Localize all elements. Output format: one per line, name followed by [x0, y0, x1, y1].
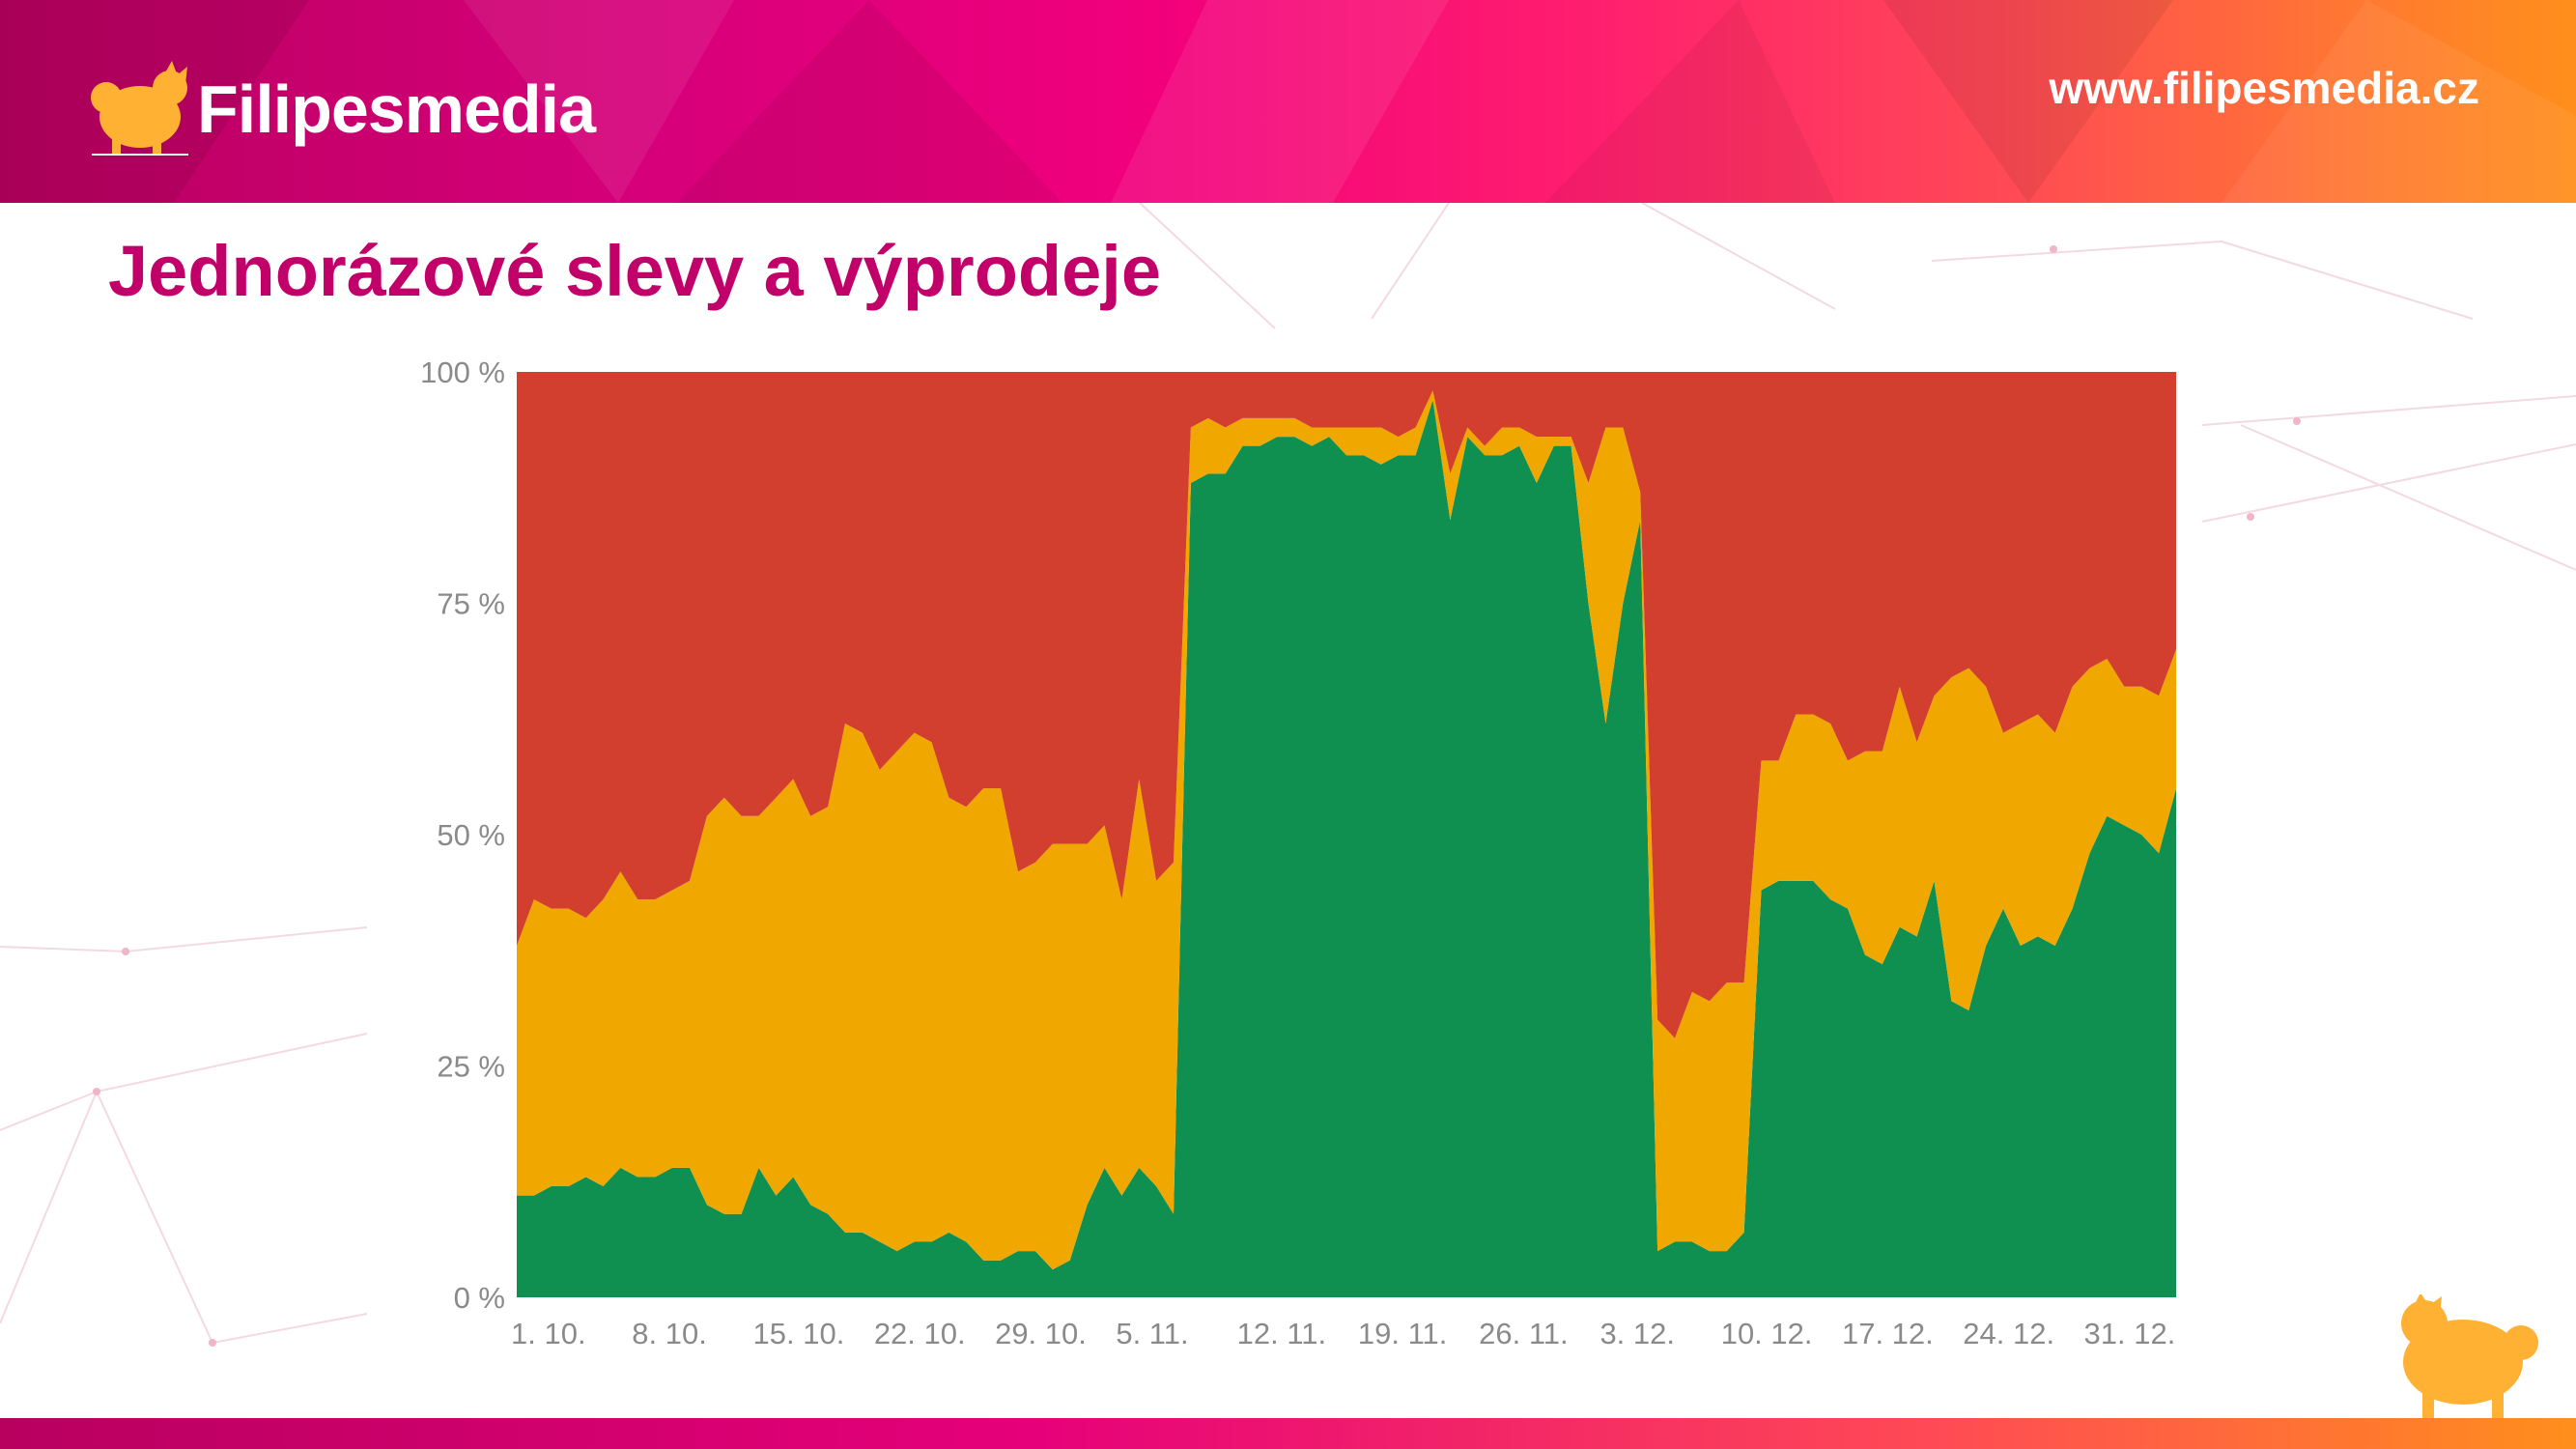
y-tick-label: 25 %	[437, 1050, 505, 1084]
dog-mascot-icon	[2401, 1294, 2538, 1418]
x-tick-label: 24. 12.	[1963, 1317, 2054, 1350]
x-tick-label: 26. 11.	[1479, 1317, 1569, 1350]
y-tick-label: 0 %	[454, 1281, 505, 1315]
x-tick-label: 1. 10.	[511, 1317, 586, 1350]
y-tick-label: 75 %	[437, 587, 505, 621]
header-banner: Filipesmedia www.filipesmedia.cz	[0, 0, 2576, 203]
area-series-1	[517, 390, 2176, 1270]
page-title: Jednorázové slevy a výprodeje	[108, 231, 1161, 311]
chart-areas	[517, 372, 2176, 1297]
stacked-area-chart: 0 % 25 % 50 % 75 % 100 % 1. 10. 8. 10. 15. 10.…	[420, 355, 2176, 1350]
site-url-link[interactable]: www.filipesmedia.cz	[2049, 63, 2479, 113]
logo-text: Filipesmedia	[197, 71, 596, 147]
dog-logo-icon	[91, 61, 188, 156]
y-tick-label: 100 %	[420, 355, 505, 389]
x-tick-label: 3. 12.	[1599, 1317, 1675, 1350]
area-series-0	[517, 399, 2176, 1297]
x-tick-label: 10. 12.	[1721, 1317, 1813, 1350]
x-tick-label: 17. 12.	[1842, 1317, 1934, 1350]
y-tick-label: 50 %	[437, 818, 505, 852]
footer-bar	[0, 1418, 2576, 1449]
y-axis-ticks: 0 % 25 % 50 % 75 % 100 %	[420, 355, 505, 1315]
x-axis-ticks: 1. 10. 8. 10. 15. 10. 22. 10. 29. 10. 5. 11. 1…	[511, 1317, 2175, 1350]
background-lines	[0, 203, 2576, 1347]
area-series-2	[517, 372, 2176, 1038]
x-tick-label: 19. 11.	[1358, 1317, 1448, 1350]
x-tick-label: 15. 10.	[753, 1317, 845, 1350]
x-tick-label: 22. 10.	[874, 1317, 966, 1350]
x-tick-label: 29. 10.	[995, 1317, 1087, 1350]
brand-logo[interactable]: Filipesmedia	[87, 56, 596, 162]
x-tick-label: 5. 11.	[1116, 1317, 1188, 1350]
x-tick-label: 12. 11.	[1237, 1317, 1327, 1350]
x-tick-label: 31. 12.	[2084, 1317, 2176, 1350]
x-tick-label: 8. 10.	[632, 1317, 707, 1350]
header-facets	[0, 0, 2576, 203]
